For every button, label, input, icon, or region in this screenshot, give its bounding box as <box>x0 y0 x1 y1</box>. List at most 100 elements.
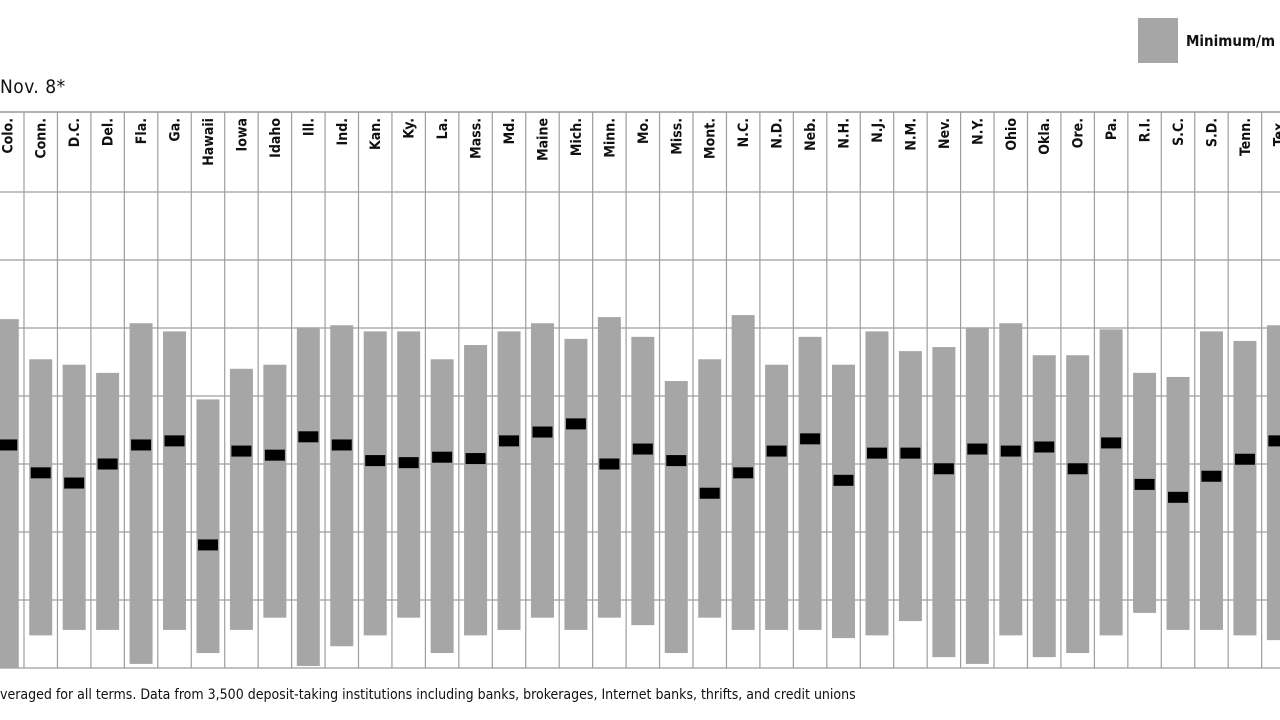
range-bar-la <box>430 359 454 654</box>
range-bar-nh <box>832 364 856 639</box>
range-bar-fla <box>129 323 153 664</box>
range-bar-nev <box>932 347 956 658</box>
average-marker-hawaii <box>197 539 218 551</box>
range-bar-pa <box>1099 329 1123 636</box>
average-marker-conn <box>30 467 51 479</box>
average-marker-kan <box>365 455 386 467</box>
average-marker-del <box>97 458 118 470</box>
average-marker-miss <box>666 455 687 467</box>
range-bar-colo <box>0 319 19 668</box>
average-marker-tenn <box>1234 453 1255 465</box>
category-label: S.C. <box>1171 118 1187 146</box>
category-label: Mont. <box>703 118 719 159</box>
range-bar-ill <box>296 327 320 666</box>
average-marker-ga <box>164 435 185 447</box>
range-bar-neb <box>798 336 822 630</box>
average-marker-sd <box>1201 470 1222 482</box>
average-marker-ri <box>1134 478 1155 490</box>
average-marker-nc <box>733 467 754 479</box>
category-label: D.C. <box>67 118 83 147</box>
average-marker-minn <box>599 458 620 470</box>
legend-swatch <box>1138 18 1178 63</box>
category-label: Ill. <box>301 118 317 136</box>
range-bar-kan <box>363 331 387 636</box>
category-label: Fla. <box>134 118 150 144</box>
range-bar-nd <box>765 364 789 630</box>
average-marker-iowa <box>231 445 252 457</box>
category-label: N.M. <box>903 118 919 151</box>
category-label: Tenn. <box>1238 118 1254 156</box>
category-label: Conn. <box>34 118 50 159</box>
range-bar-del <box>96 372 120 630</box>
category-label: Kan. <box>368 118 384 150</box>
average-marker-mo <box>632 443 653 455</box>
category-label: Maine <box>535 118 551 161</box>
range-bar-ri <box>1133 372 1157 613</box>
range-bar-idaho <box>263 364 287 618</box>
category-label: N.C. <box>736 118 752 147</box>
average-marker-nh <box>833 474 854 486</box>
category-label: Hawaii <box>201 118 217 166</box>
category-label: Pa. <box>1104 118 1120 140</box>
category-label: S.D. <box>1204 118 1220 147</box>
range-bar-mass <box>464 345 488 636</box>
average-marker-nj <box>866 447 887 459</box>
range-bar-okla <box>1032 355 1056 658</box>
average-marker-okla <box>1034 441 1055 453</box>
range-bar-tex <box>1266 325 1280 641</box>
range-bar-ore <box>1066 355 1090 654</box>
category-label: N.J. <box>870 118 886 143</box>
category-label: N.H. <box>837 118 853 149</box>
average-marker-nev <box>933 463 954 475</box>
average-marker-fla <box>131 439 152 451</box>
range-bar-ohio <box>999 323 1023 636</box>
grid <box>0 111 1280 669</box>
range-bar-ny <box>965 327 989 664</box>
category-label: Tex. <box>1271 118 1280 146</box>
category-label: Mo. <box>636 118 652 144</box>
category-label: Ga. <box>168 118 184 142</box>
range-bar-ga <box>163 331 187 630</box>
average-markers <box>0 418 1280 551</box>
category-label: Okla. <box>1037 118 1053 155</box>
average-marker-maine <box>532 426 553 438</box>
range-bar-dc <box>62 364 86 630</box>
average-marker-dc <box>64 477 85 489</box>
category-label: N.D. <box>770 118 786 149</box>
range-bar-tenn <box>1233 340 1257 636</box>
average-marker-md <box>499 435 520 447</box>
average-marker-ind <box>331 439 352 451</box>
average-marker-neb <box>800 433 821 445</box>
category-label: Ore. <box>1071 118 1087 148</box>
average-marker-la <box>432 451 453 463</box>
range-bar-maine <box>530 323 554 618</box>
footnote: veraged for all terms. Data from 3,500 d… <box>0 687 856 703</box>
average-marker-sc <box>1168 491 1189 503</box>
range-bar-miss <box>664 381 688 654</box>
range-bar-mo <box>631 336 655 626</box>
range-bar-ky <box>397 331 421 618</box>
category-label: Ohio <box>1004 118 1020 151</box>
average-marker-idaho <box>264 449 285 461</box>
range-bar-iowa <box>229 368 253 630</box>
category-label: Md. <box>502 118 518 144</box>
category-label: Ind. <box>335 118 351 145</box>
category-label: Miss. <box>669 118 685 155</box>
average-marker-mich <box>565 418 586 430</box>
category-label: Del. <box>101 118 117 146</box>
average-marker-mass <box>465 453 486 465</box>
category-label: Colo. <box>0 118 16 154</box>
average-marker-tex <box>1268 435 1280 447</box>
average-marker-colo <box>0 439 18 451</box>
range-bar-mich <box>564 338 588 630</box>
average-marker-ky <box>398 457 419 469</box>
category-label: Neb. <box>803 118 819 151</box>
range-bar-nm <box>898 351 922 622</box>
legend-label: Minimum/m <box>1186 32 1276 50</box>
average-marker-pa <box>1101 437 1122 449</box>
range-bar-nj <box>865 331 889 636</box>
average-marker-mont <box>699 487 720 499</box>
category-label: N.Y. <box>970 118 986 145</box>
category-label: Mass. <box>469 118 485 159</box>
